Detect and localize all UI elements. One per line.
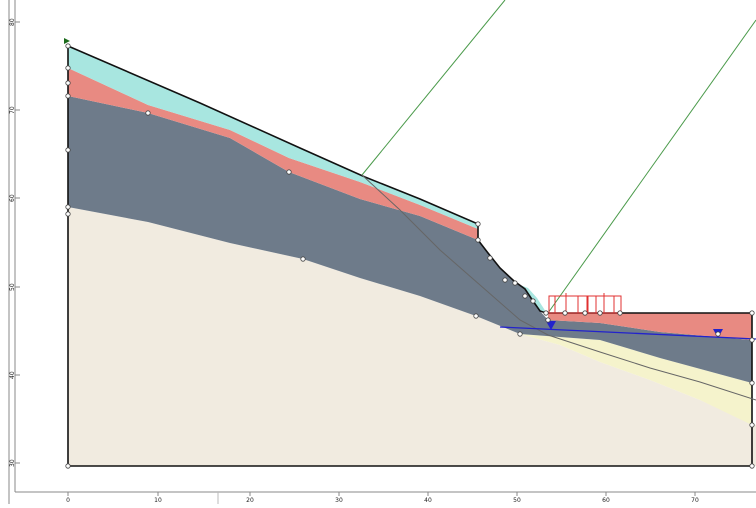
x-tick-label: 0: [66, 497, 70, 504]
x-tick-label: 60: [602, 497, 610, 504]
vertex-icon[interactable]: [487, 255, 493, 261]
vertex-icon[interactable]: [286, 169, 292, 175]
vertex-icon[interactable]: [562, 310, 568, 316]
vertex-icon[interactable]: [749, 310, 755, 316]
vertex-icon[interactable]: [145, 110, 151, 116]
soil-layer-weak-right[interactable]: [548, 313, 752, 340]
y-axis-ticks: 80 70 60 50 40 30: [9, 18, 20, 467]
y-tick-label: 60: [9, 194, 16, 202]
slip-circle-trace: [361, 174, 756, 401]
water-table-line: [499, 326, 756, 340]
vertex-group[interactable]: [65, 43, 755, 469]
x-tick-label: 10: [154, 497, 162, 504]
vertex-icon[interactable]: [543, 310, 549, 316]
slip-surface-upper: [361, 0, 506, 176]
y-tick-label: 80: [9, 18, 16, 26]
vertex-icon[interactable]: [65, 147, 71, 153]
vertex-icon[interactable]: [617, 310, 623, 316]
vertex-icon[interactable]: [545, 317, 551, 323]
y-tick-label: 70: [9, 106, 16, 114]
y-tick-label: 40: [9, 371, 16, 379]
water-table-marker-icon: [546, 321, 556, 330]
load-block-icon[interactable]: [548, 295, 588, 314]
vertex-icon[interactable]: [517, 331, 523, 337]
vertex-icon[interactable]: [582, 310, 588, 316]
vertex-icon[interactable]: [749, 380, 755, 386]
vertex-icon[interactable]: [749, 422, 755, 428]
vertex-icon[interactable]: [300, 256, 306, 262]
x-tick-label: 30: [335, 497, 343, 504]
y-tick-label: 50: [9, 283, 16, 291]
vertex-icon[interactable]: [502, 277, 508, 283]
x-axis-ticks: 0 10 20 30 40 50 60 70: [66, 492, 699, 504]
soil-layer-fill[interactable]: [520, 334, 752, 425]
vertex-icon[interactable]: [65, 211, 71, 217]
vertex-icon[interactable]: [749, 337, 755, 343]
vertex-icon[interactable]: [65, 80, 71, 86]
soil-layer-middle[interactable]: [68, 96, 752, 383]
vertex-icon[interactable]: [475, 237, 481, 243]
x-tick-label: 50: [513, 497, 521, 504]
vertex-icon[interactable]: [65, 43, 71, 49]
vertex-icon[interactable]: [749, 463, 755, 469]
vertex-icon[interactable]: [715, 331, 721, 337]
vertex-icon[interactable]: [597, 310, 603, 316]
slip-surface-lower: [547, 19, 756, 314]
soil-layer-weak[interactable]: [68, 68, 478, 240]
start-point-icon: [64, 38, 70, 44]
vertex-icon[interactable]: [522, 293, 528, 299]
vertex-icon[interactable]: [65, 463, 71, 469]
soil-layer-top[interactable]: [68, 46, 478, 229]
vertex-icon[interactable]: [475, 221, 481, 227]
vertex-icon[interactable]: [512, 280, 518, 286]
soil-layer-base[interactable]: [68, 207, 756, 466]
x-tick-label: 20: [246, 497, 254, 504]
distributed-load-group[interactable]: [548, 293, 622, 314]
vertex-icon[interactable]: [530, 298, 536, 304]
x-tick-label: 40: [424, 497, 432, 504]
vertex-icon[interactable]: [65, 93, 71, 99]
x-tick-label: 70: [691, 497, 699, 504]
vertex-icon[interactable]: [65, 65, 71, 71]
vertex-icon[interactable]: [65, 204, 71, 210]
vertex-icon[interactable]: [473, 313, 479, 319]
y-tick-label: 30: [9, 459, 16, 467]
